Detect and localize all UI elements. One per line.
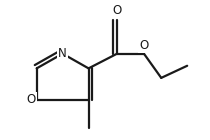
Text: N: N xyxy=(58,47,67,60)
Text: O: O xyxy=(139,39,148,52)
Text: O: O xyxy=(26,93,36,106)
Text: O: O xyxy=(113,4,122,17)
